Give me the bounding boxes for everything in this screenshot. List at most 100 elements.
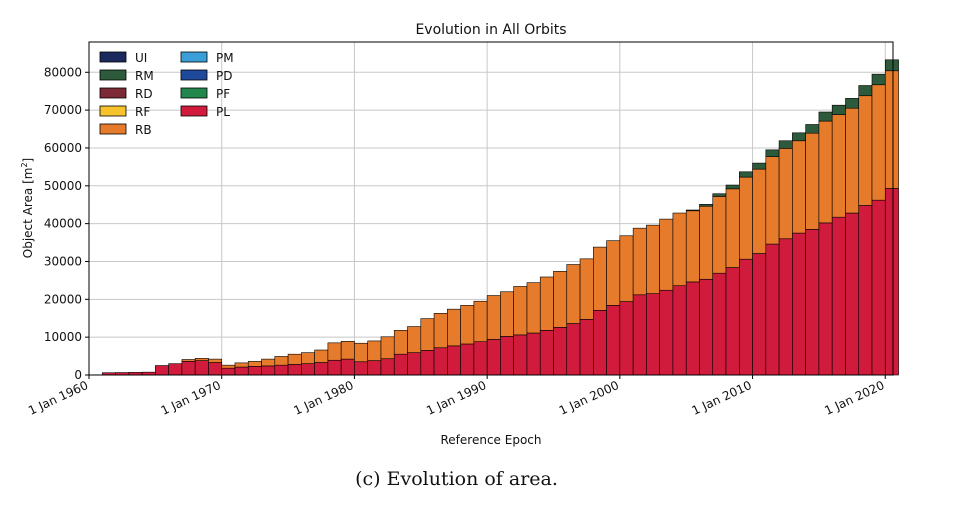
- bar-rb-1982: [380, 336, 395, 360]
- bar-rm-2008: [725, 184, 740, 190]
- bar-rb-2006: [699, 205, 714, 280]
- bar-pl-1992: [513, 334, 528, 376]
- bar-rb-2010: [752, 168, 767, 254]
- bar-pl-1997: [579, 319, 594, 376]
- legend-swatch-ui: [99, 51, 127, 63]
- bar-rb-2005: [685, 210, 700, 283]
- bar-pl-1988: [460, 343, 475, 376]
- bar-rb-2008: [725, 188, 740, 268]
- bar-rb-2011: [765, 156, 780, 245]
- y-tick-label: 70000: [44, 103, 82, 117]
- bar-rb-1974: [274, 356, 289, 366]
- bar-rb-1967: [181, 359, 196, 362]
- y-axis-label: Object Area [m2]: [20, 158, 35, 258]
- bar-rb-1979: [340, 341, 355, 360]
- bar-rb-2007: [712, 196, 727, 274]
- bar-rb-1978: [327, 342, 342, 361]
- bar-pl-1977: [314, 362, 329, 376]
- bar-rb-1990: [486, 295, 501, 340]
- figure-caption: (c) Evolution of area.: [355, 468, 558, 490]
- bar-rb-2013: [792, 140, 806, 234]
- bar-rb-1996: [566, 264, 581, 324]
- bar-pl-2004: [672, 285, 687, 376]
- bars: [102, 59, 899, 376]
- bar-pl-2017: [845, 212, 860, 376]
- bar-pl-2018: [858, 205, 873, 376]
- bar-rb-1989: [473, 300, 488, 342]
- y-tick-label: 30000: [44, 254, 82, 268]
- bar-rb-1994: [539, 276, 554, 331]
- bar-pl-1975: [287, 364, 302, 376]
- bar-rb-2000: [619, 235, 634, 302]
- bar-rb-2001: [632, 227, 647, 296]
- legend-swatch-rf: [99, 105, 127, 117]
- bar-rm-2007: [712, 193, 727, 197]
- bar-pl-1999: [606, 305, 621, 376]
- bar-rb-1997: [579, 258, 594, 320]
- bar-rb-1976: [301, 352, 315, 364]
- legend-swatch-pm: [180, 51, 208, 63]
- bar-pl-2009: [739, 258, 753, 376]
- bar-rm-2014: [805, 124, 820, 134]
- bar-pl-2005: [685, 281, 700, 376]
- bar-rm-2005: [685, 209, 700, 212]
- bar-pl-1976: [301, 363, 315, 376]
- bar-pl-1995: [553, 327, 568, 376]
- bar-pl-1990: [486, 339, 501, 376]
- bar-pl-2003: [659, 289, 674, 376]
- bar-pl-2013: [792, 232, 806, 376]
- x-tick-label: 1 Jan 1990: [424, 378, 488, 418]
- bar-pl-1987: [447, 345, 461, 376]
- bar-rb-2017: [845, 107, 860, 214]
- bar-rb-1999: [606, 240, 621, 306]
- bar-rb-1977: [314, 349, 329, 363]
- bar-rb-2009: [739, 176, 753, 260]
- bar-rb-1972: [247, 361, 262, 367]
- bar-rm-2015: [818, 111, 833, 122]
- bar-pl-1989: [473, 341, 488, 376]
- bar-rb-1984: [407, 326, 422, 353]
- bar-pl-2016: [831, 216, 846, 376]
- legend-label-pl: PL: [216, 105, 230, 119]
- y-tick-label: 20000: [44, 292, 82, 306]
- bar-pl-2002: [646, 293, 660, 376]
- bar-rm-2011: [765, 149, 780, 157]
- bar-pl-2001: [632, 294, 647, 376]
- bar-pl-2012: [778, 238, 793, 376]
- bar-pl-1968: [194, 360, 209, 376]
- bar-rb-1975: [287, 353, 302, 365]
- bar-pl-2006: [699, 278, 714, 376]
- bar-pl-2020: [884, 188, 899, 376]
- legend-label-rm: RM: [135, 69, 154, 83]
- bar-rb-1980: [354, 342, 369, 363]
- bar-pl-1971: [234, 366, 249, 376]
- bar-pl-1994: [539, 330, 554, 376]
- bar-pl-1965: [155, 365, 169, 376]
- bar-rm-2010: [752, 162, 767, 170]
- bar-pl-2019: [871, 199, 886, 376]
- bar-pl-2014: [805, 229, 820, 376]
- legend-label-pm: PM: [216, 51, 234, 65]
- bar-rb-2018: [858, 95, 873, 206]
- bar-rb-1992: [513, 286, 528, 336]
- bar-pl-2008: [725, 267, 740, 376]
- legend-label-rb: RB: [135, 123, 152, 137]
- legend-label-pf: PF: [216, 87, 230, 101]
- bar-pl-1970: [221, 367, 236, 376]
- bar-pl-2011: [765, 243, 780, 376]
- bar-pl-2010: [752, 253, 767, 376]
- y-tick-label: 40000: [44, 217, 82, 231]
- bar-pl-1986: [433, 347, 448, 376]
- bar-pl-1980: [354, 361, 369, 376]
- bar-rb-1983: [393, 330, 408, 355]
- bar-pl-1993: [526, 332, 541, 376]
- bar-pl-1979: [340, 358, 355, 376]
- bar-rm-2009: [739, 171, 753, 178]
- legend-swatch-pd: [180, 69, 208, 81]
- bar-rb-2002: [646, 224, 660, 294]
- bar-pl-1983: [393, 353, 408, 376]
- bar-pl-1974: [274, 364, 289, 376]
- bar-rb-2020: [884, 70, 899, 189]
- bar-rm-2006: [699, 204, 714, 207]
- bar-rm-2018: [858, 85, 873, 97]
